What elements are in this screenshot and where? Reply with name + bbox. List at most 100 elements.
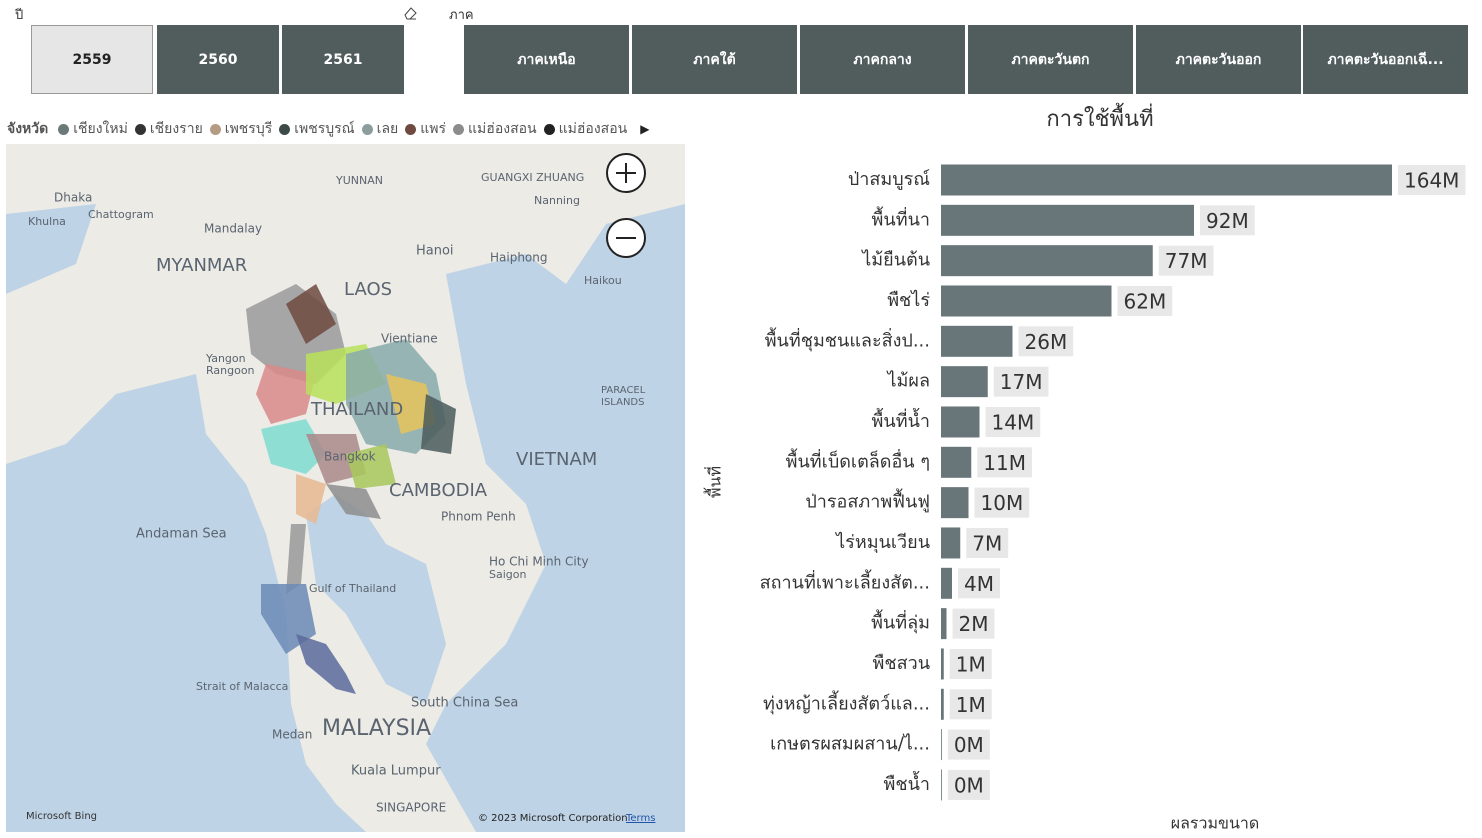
value-label-bg (1398, 165, 1466, 195)
bar (941, 769, 942, 801)
value-label: 10M (981, 491, 1024, 515)
value-label-bg (974, 487, 1030, 518)
legend-title: จังหวัด (7, 121, 49, 137)
map-label: Kuala Lumpur (351, 764, 441, 779)
legend-next[interactable]: ▶ (640, 122, 650, 136)
region-button[interactable]: ภาคตะวันตก (968, 25, 1133, 94)
map-label: Strait of Malacca (196, 680, 288, 693)
year-button[interactable]: 2559 (31, 25, 153, 94)
category-label: พื้นที่ชุมชนและสิ่งป... (765, 327, 930, 351)
bar (941, 729, 942, 761)
value-label-bg (1117, 285, 1173, 316)
year-button[interactable]: 2560 (157, 25, 279, 94)
value-label-bg (949, 648, 992, 679)
value-label: 4M (964, 572, 994, 596)
map-label: Saigon (489, 568, 526, 581)
bar (941, 285, 1112, 317)
map-label: Ho Chi Minh City (489, 555, 589, 569)
map-label: Andaman Sea (136, 527, 227, 542)
legend-label: แม่ฮ่องสอน (558, 121, 628, 137)
value-label: 14M (992, 410, 1035, 434)
value-label: 0M (954, 733, 984, 757)
value-label-bg (949, 689, 992, 720)
value-label-bg (952, 608, 995, 639)
category-label: พื้นที่เบ็ดเตล็ดอื่น ๆ (786, 448, 930, 472)
x-axis-title: ผลรวมขนาด (1171, 814, 1260, 833)
bar (941, 567, 952, 599)
legend-dot (405, 123, 417, 135)
region-button[interactable]: ภาคเหนือ (464, 25, 629, 94)
map[interactable]: Microsoft Bing © 2023 Microsoft Corporat… (6, 144, 685, 832)
value-label-bg (947, 769, 990, 800)
map-label: MYANMAR (156, 255, 247, 276)
value-label: 164M (1404, 169, 1459, 193)
category-label: ไม้ผล (886, 370, 931, 392)
map-label: Rangoon (206, 364, 255, 377)
map-label: South China Sea (411, 696, 518, 711)
chart-title: การใช้พื้นที่ (1046, 103, 1153, 132)
map-label: Haikou (584, 274, 622, 287)
value-label: 2M (959, 612, 989, 636)
map-label: SINGAPORE (376, 801, 446, 815)
bar (941, 366, 988, 398)
category-label: สถานที่เพาะเลี้ยงสัต... (760, 569, 930, 593)
value-label: 77M (1165, 249, 1208, 273)
map-legend: จังหวัด เชียงใหม่ เชียงราย เพชรบุรี เพชรบูรณ… (7, 118, 649, 140)
category-label: ไร่หมุนเวียน (834, 531, 930, 553)
map-label: Hanoi (416, 244, 454, 259)
value-label: 62M (1124, 289, 1167, 313)
region-button[interactable]: ภาคกลาง (800, 25, 965, 94)
value-label: 92M (1206, 209, 1249, 233)
legend-dot (453, 123, 465, 135)
legend-label: เชียงราย (149, 121, 203, 137)
map-brand: Microsoft Bing (26, 811, 97, 822)
map-label: Nanning (534, 194, 580, 207)
category-label: พื้นที่นา (872, 206, 930, 230)
category-label: พืชไร่ (887, 289, 930, 311)
legend-label: เพชรบุรี (224, 121, 273, 137)
legend-label: เพชรบูรณ์ (294, 121, 355, 137)
map-label: PARACEL (601, 385, 646, 396)
category-label: พื้นที่น้ำ (872, 408, 930, 432)
region-button[interactable]: ภาคตะวันออกเฉี... (1303, 25, 1468, 94)
region-button[interactable]: ภาคใต้ (632, 25, 797, 94)
terms-link[interactable]: Terms (625, 813, 655, 824)
value-label-bg (947, 729, 990, 760)
map-copyright: © 2023 Microsoft Corporation (478, 813, 628, 824)
legend-dot (361, 123, 373, 135)
bar (941, 204, 1194, 236)
category-label: ทุ่งหญ้าเลี้ยงสัตว์แล... (763, 690, 930, 714)
legend-dot (209, 123, 221, 135)
map-label: Dhaka (54, 191, 92, 205)
year-button[interactable]: 2561 (282, 25, 404, 94)
category-label: พืชสวน (873, 653, 930, 674)
map-label: Gulf of Thailand (309, 582, 396, 595)
category-label: เกษตรผสมผสาน/ไ... (770, 733, 930, 755)
bar (941, 608, 947, 640)
region-button[interactable]: ภาคตะวันออก (1136, 25, 1301, 94)
bar (941, 487, 969, 519)
category-label: ป่าสมบูรณ์ (848, 169, 930, 190)
map-label: Medan (272, 728, 312, 742)
map-label: Haiphong (490, 251, 548, 265)
slicer-title: ปี (15, 8, 24, 23)
bar (941, 688, 944, 720)
map-label: Khulna (28, 215, 66, 228)
legend-dot (279, 123, 291, 135)
eraser-icon[interactable] (402, 4, 418, 20)
map-label: MALAYSIA (322, 716, 431, 741)
category-label: ไม้ยืนต้น (860, 249, 930, 271)
map-label: LAOS (344, 279, 392, 300)
map-label: CAMBODIA (389, 480, 488, 501)
legend-dot (543, 123, 555, 135)
value-label: 17M (1000, 370, 1043, 394)
bar (941, 446, 972, 478)
value-label: 1M (956, 652, 986, 676)
map-label: Yangon (205, 352, 246, 365)
bar (941, 648, 944, 680)
value-label-bg (1018, 326, 1074, 357)
category-label: พืชน้ำ (884, 771, 931, 795)
legend-label: แม่ฮ่องสอน (468, 121, 537, 137)
map-label: GUANGXI ZHUANG (481, 171, 584, 184)
map-label: ISLANDS (601, 397, 644, 408)
